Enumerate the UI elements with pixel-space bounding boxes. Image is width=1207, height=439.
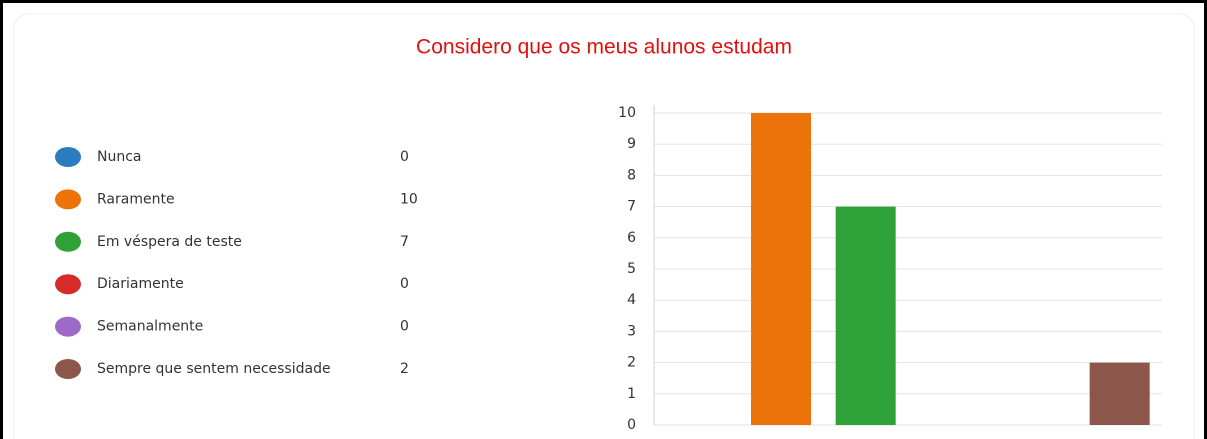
legend-value: 2 bbox=[400, 361, 409, 377]
y-tick-label: 7 bbox=[627, 199, 636, 215]
legend-value: 0 bbox=[400, 149, 409, 165]
legend-swatch bbox=[55, 189, 81, 210]
y-tick-label: 6 bbox=[627, 230, 636, 246]
bar bbox=[835, 206, 896, 425]
card bbox=[13, 13, 1195, 439]
chart-title: Considero que os meus alunos estudam bbox=[416, 36, 792, 59]
legend-label: Sempre que sentem necessidade bbox=[97, 361, 331, 377]
legend-swatch bbox=[55, 231, 81, 252]
legend-swatch bbox=[55, 274, 81, 295]
legend-swatch bbox=[55, 359, 81, 379]
legend-swatch bbox=[55, 147, 81, 167]
y-tick-label: 9 bbox=[627, 136, 636, 152]
legend-label: Raramente bbox=[97, 191, 175, 207]
bar bbox=[1089, 362, 1150, 425]
y-tick-label: 8 bbox=[627, 167, 636, 183]
legend-value: 7 bbox=[400, 234, 409, 250]
legend-swatch bbox=[55, 316, 81, 337]
y-tick-label: 2 bbox=[627, 355, 636, 371]
legend-label: Em véspera de teste bbox=[97, 234, 242, 250]
y-tick-label: 5 bbox=[627, 261, 636, 277]
legend-value: 0 bbox=[400, 319, 409, 335]
y-tick-label: 1 bbox=[627, 386, 636, 402]
legend-value: 10 bbox=[400, 191, 418, 207]
y-tick-label: 0 bbox=[627, 417, 636, 433]
legend-label: Semanalmente bbox=[97, 319, 203, 335]
legend-label: Diariamente bbox=[97, 276, 184, 292]
bar bbox=[751, 113, 811, 425]
y-tick-label: 3 bbox=[627, 323, 636, 339]
y-tick-label: 10 bbox=[618, 105, 636, 121]
y-tick-label: 4 bbox=[627, 292, 636, 308]
legend-label: Nunca bbox=[97, 149, 142, 165]
legend-value: 0 bbox=[400, 276, 409, 292]
